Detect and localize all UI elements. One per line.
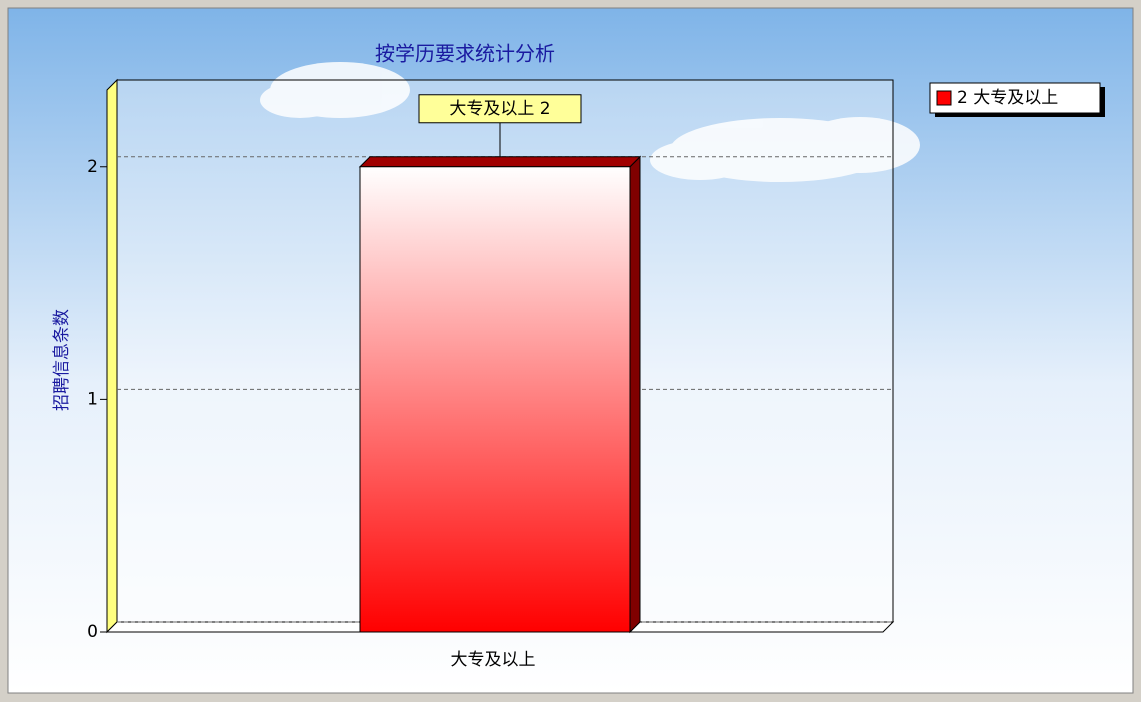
y-axis-title: 招聘信息条数 (52, 309, 72, 411)
bar-side (629, 155, 641, 634)
bar-top (358, 156, 642, 168)
y-tick-label: 0 (87, 622, 98, 642)
data-label: 大专及以上 2 (449, 99, 550, 119)
left-wall (106, 78, 118, 634)
y-tick-label: 2 (87, 157, 98, 177)
x-tick-label: 大专及以上 (451, 650, 536, 670)
label-box (418, 94, 582, 124)
clouds (260, 62, 920, 182)
y-tick-label: 1 (87, 389, 98, 409)
legend-box (929, 82, 1101, 114)
chart-title: 按学历要求统计分析 (375, 42, 555, 66)
legend-label: 2 大专及以上 (957, 88, 1058, 108)
bar (359, 166, 631, 633)
legend-marker (936, 90, 952, 106)
